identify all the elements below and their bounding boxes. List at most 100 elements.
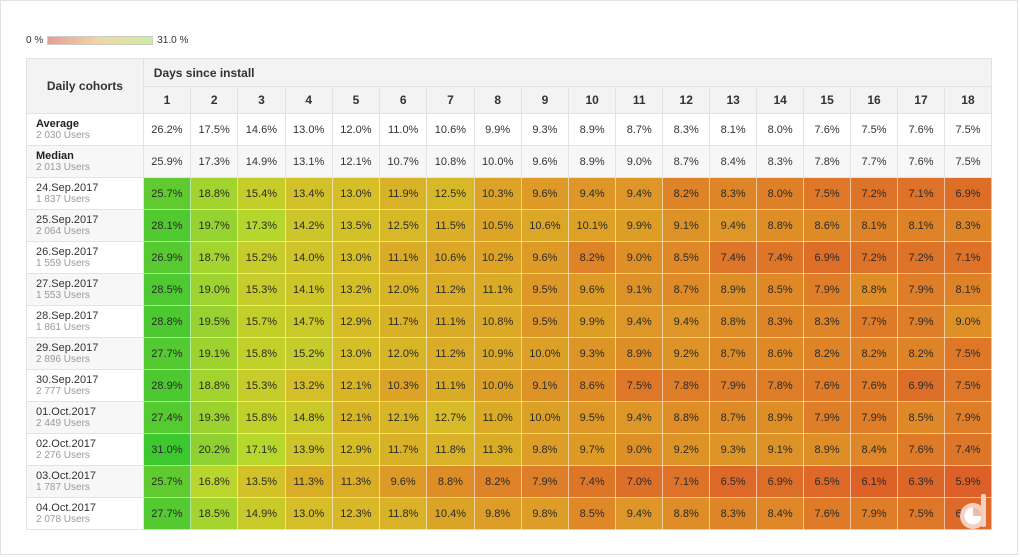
retention-cell[interactable]: 12.0% [379, 273, 428, 306]
retention-cell[interactable]: 7.1% [943, 241, 992, 274]
retention-cell[interactable]: 15.2% [284, 337, 333, 370]
retention-cell[interactable]: 7.9% [850, 401, 898, 434]
retention-cell[interactable]: 15.7% [237, 305, 286, 338]
retention-cell[interactable]: 17.3% [190, 145, 239, 178]
retention-cell[interactable]: 9.2% [662, 433, 711, 466]
retention-cell[interactable]: 7.6% [803, 113, 852, 146]
cohort-label-cell[interactable]: 04.Oct.2017 2 078 Users [26, 497, 144, 530]
day-header-13[interactable]: 13 [709, 86, 758, 114]
retention-cell[interactable]: 12.9% [331, 305, 381, 338]
retention-cell[interactable]: 8.9% [615, 337, 664, 370]
retention-cell[interactable]: 6.9% [756, 465, 805, 498]
retention-cell[interactable]: 9.5% [520, 273, 570, 306]
retention-cell[interactable]: 8.8% [662, 401, 711, 434]
retention-cell[interactable]: 9.9% [615, 209, 664, 242]
retention-cell[interactable]: 9.6% [568, 273, 617, 306]
cohort-label-cell[interactable]: 24.Sep.2017 1 837 Users [26, 177, 144, 210]
cohort-label-cell[interactable]: 03.Oct.2017 1 787 Users [26, 465, 144, 498]
retention-cell[interactable]: 10.4% [426, 497, 475, 530]
retention-cell[interactable]: 7.6% [803, 497, 852, 530]
retention-cell[interactable]: 11.8% [379, 497, 428, 530]
retention-cell[interactable]: 8.1% [850, 209, 898, 242]
retention-cell[interactable]: 15.3% [237, 369, 286, 402]
retention-cell[interactable]: 6.5% [709, 465, 758, 498]
retention-cell[interactable]: 7.1% [662, 465, 711, 498]
day-header-4[interactable]: 4 [284, 86, 333, 114]
retention-cell[interactable]: 9.8% [520, 497, 570, 530]
retention-cell[interactable]: 13.1% [284, 145, 333, 178]
retention-cell[interactable]: 11.5% [426, 209, 475, 242]
retention-cell[interactable]: 12.1% [331, 401, 381, 434]
retention-cell[interactable]: 8.1% [897, 209, 945, 242]
retention-cell[interactable]: 9.5% [520, 305, 570, 338]
retention-cell[interactable]: 7.4% [943, 433, 992, 466]
retention-cell[interactable]: 9.2% [662, 337, 711, 370]
day-header-11[interactable]: 11 [615, 86, 664, 114]
retention-cell[interactable]: 14.9% [237, 497, 286, 530]
day-header-6[interactable]: 6 [379, 86, 428, 114]
retention-cell[interactable]: 8.8% [662, 497, 711, 530]
retention-cell[interactable]: 7.9% [520, 465, 570, 498]
retention-cell[interactable]: 11.3% [331, 465, 381, 498]
retention-cell[interactable]: 8.0% [756, 177, 805, 210]
retention-cell[interactable]: 7.1% [897, 177, 945, 210]
retention-cell[interactable]: 18.8% [190, 369, 239, 402]
retention-cell[interactable]: 9.8% [520, 433, 570, 466]
retention-cell[interactable]: 8.8% [709, 305, 758, 338]
cohort-label-cell[interactable]: 29.Sep.2017 2 896 Users [26, 337, 144, 370]
retention-cell[interactable]: 7.5% [943, 113, 992, 146]
retention-cell[interactable]: 8.2% [568, 241, 617, 274]
retention-cell[interactable]: 10.1% [568, 209, 617, 242]
retention-cell[interactable]: 10.2% [473, 241, 522, 274]
retention-cell[interactable]: 9.0% [615, 433, 664, 466]
retention-cell[interactable]: 7.9% [897, 305, 945, 338]
retention-cell[interactable]: 9.0% [615, 241, 664, 274]
retention-cell[interactable]: 9.4% [709, 209, 758, 242]
retention-cell[interactable]: 9.6% [520, 177, 570, 210]
retention-cell[interactable]: 6.3% [897, 465, 945, 498]
retention-cell[interactable]: 9.5% [568, 401, 617, 434]
retention-cell[interactable]: 9.1% [615, 273, 664, 306]
retention-cell[interactable]: 8.6% [568, 369, 617, 402]
retention-cell[interactable]: 28.8% [142, 305, 192, 338]
retention-cell[interactable]: 11.1% [426, 305, 475, 338]
retention-cell[interactable]: 11.7% [379, 305, 428, 338]
retention-cell[interactable]: 12.3% [331, 497, 381, 530]
cohort-label-cell[interactable]: 27.Sep.2017 1 553 Users [26, 273, 144, 306]
retention-cell[interactable]: 8.7% [709, 337, 758, 370]
retention-cell[interactable]: 6.9% [803, 241, 852, 274]
day-header-12[interactable]: 12 [662, 86, 711, 114]
retention-cell[interactable]: 7.9% [803, 401, 852, 434]
retention-cell[interactable]: 7.5% [943, 145, 992, 178]
cohort-label-cell[interactable]: 30.Sep.2017 2 777 Users [26, 369, 144, 402]
retention-cell[interactable]: 11.9% [379, 177, 428, 210]
cohort-label-cell[interactable]: 26.Sep.2017 1 559 Users [26, 241, 144, 274]
retention-cell[interactable]: 8.7% [662, 273, 711, 306]
retention-cell[interactable]: 10.0% [520, 401, 570, 434]
retention-cell[interactable]: 7.9% [897, 273, 945, 306]
retention-cell[interactable]: 10.8% [426, 145, 475, 178]
retention-cell[interactable]: 19.1% [190, 337, 239, 370]
retention-cell[interactable]: 27.4% [142, 401, 192, 434]
cohort-label-cell[interactable]: 02.Oct.2017 2 276 Users [26, 433, 144, 466]
retention-cell[interactable]: 9.6% [379, 465, 428, 498]
retention-cell[interactable]: 7.6% [897, 145, 945, 178]
retention-cell[interactable]: 20.2% [190, 433, 239, 466]
retention-cell[interactable]: 8.3% [709, 497, 758, 530]
retention-cell[interactable]: 14.8% [284, 401, 333, 434]
retention-cell[interactable]: 14.9% [237, 145, 286, 178]
retention-cell[interactable]: 15.8% [237, 337, 286, 370]
retention-cell[interactable]: 8.3% [943, 209, 992, 242]
day-header-5[interactable]: 5 [331, 86, 381, 114]
retention-cell[interactable]: 11.1% [379, 241, 428, 274]
retention-cell[interactable]: 8.2% [662, 177, 711, 210]
retention-cell[interactable]: 13.2% [331, 273, 381, 306]
retention-cell[interactable]: 9.3% [520, 113, 570, 146]
retention-cell[interactable]: 14.1% [284, 273, 333, 306]
retention-cell[interactable]: 18.5% [190, 497, 239, 530]
retention-cell[interactable]: 8.8% [850, 273, 898, 306]
retention-cell[interactable]: 25.7% [142, 177, 192, 210]
retention-cell[interactable]: 9.6% [520, 241, 570, 274]
retention-cell[interactable]: 9.4% [615, 177, 664, 210]
retention-cell[interactable]: 8.8% [426, 465, 475, 498]
